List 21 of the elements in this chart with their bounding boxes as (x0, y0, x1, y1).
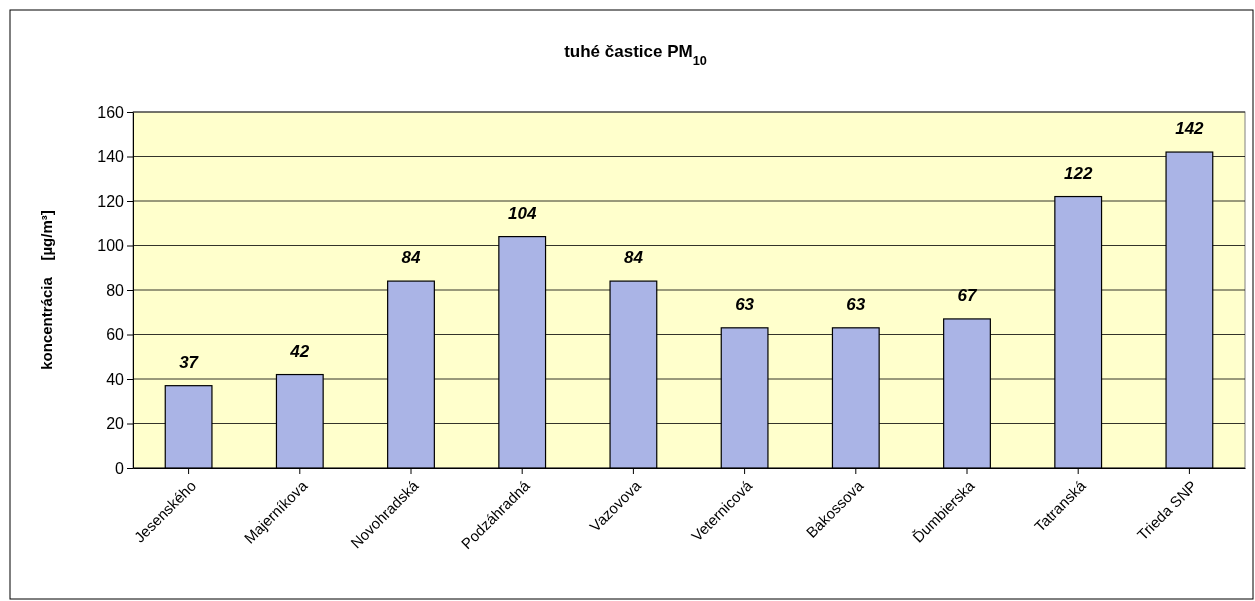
y-tick-label: 100 (97, 237, 125, 255)
y-tick-label: 120 (97, 192, 125, 210)
data-label: 37 (179, 352, 200, 372)
chart-title: tuhé častice PM$_{10}$ (564, 42, 707, 68)
y-tick-label: 140 (97, 148, 125, 166)
y-tick-label: 60 (106, 326, 125, 344)
y-axis-title: koncentrácia [µg/m³] (38, 210, 55, 370)
data-label: 63 (846, 294, 866, 314)
data-label: 122 (1064, 163, 1093, 183)
data-label: 63 (735, 294, 755, 314)
y-tick-label: 0 (115, 459, 125, 477)
data-label: 142 (1175, 119, 1205, 139)
data-label: 42 (289, 341, 310, 361)
data-label: 84 (401, 248, 421, 268)
y-tick-label: 160 (97, 103, 125, 121)
y-tick-label: 20 (106, 415, 125, 433)
y-tick-label: 40 (106, 370, 125, 388)
data-label: 104 (508, 203, 537, 223)
y-tick-label: 80 (106, 281, 125, 299)
data-label: 84 (623, 248, 644, 268)
data-label: 67 (957, 285, 978, 305)
